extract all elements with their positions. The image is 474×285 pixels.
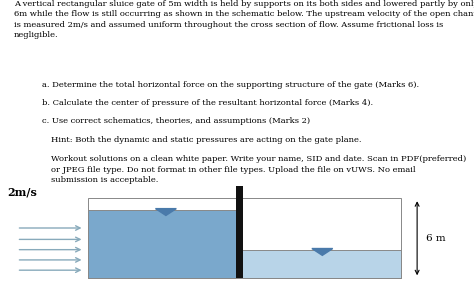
Bar	[236, 186, 243, 278]
Bar	[88, 210, 239, 278]
Text: 6 m: 6 m	[426, 234, 445, 243]
Text: a. Determine the total horizontal force on the supporting structure of the gate : a. Determine the total horizontal force …	[42, 81, 419, 89]
Bar	[88, 198, 239, 278]
Polygon shape	[312, 249, 333, 255]
Bar	[239, 250, 401, 278]
Text: b. Calculate the center of pressure of the resultant horizontal force (Marks 4).: b. Calculate the center of pressure of t…	[42, 99, 373, 107]
Polygon shape	[155, 209, 176, 215]
Text: Workout solutions on a clean white paper. Write your name, SID and date. Scan in: Workout solutions on a clean white paper…	[51, 156, 466, 184]
Text: A vertical rectangular sluice gate of 5m width is held by supports on its both s: A vertical rectangular sluice gate of 5m…	[14, 0, 474, 39]
Text: c. Use correct schematics, theories, and assumptions (Marks 2): c. Use correct schematics, theories, and…	[42, 117, 310, 125]
Text: 2m/s: 2m/s	[7, 187, 37, 198]
Text: Hint: Both the dynamic and static pressures are acting on the gate plane.: Hint: Both the dynamic and static pressu…	[51, 136, 362, 144]
Bar	[239, 198, 401, 278]
